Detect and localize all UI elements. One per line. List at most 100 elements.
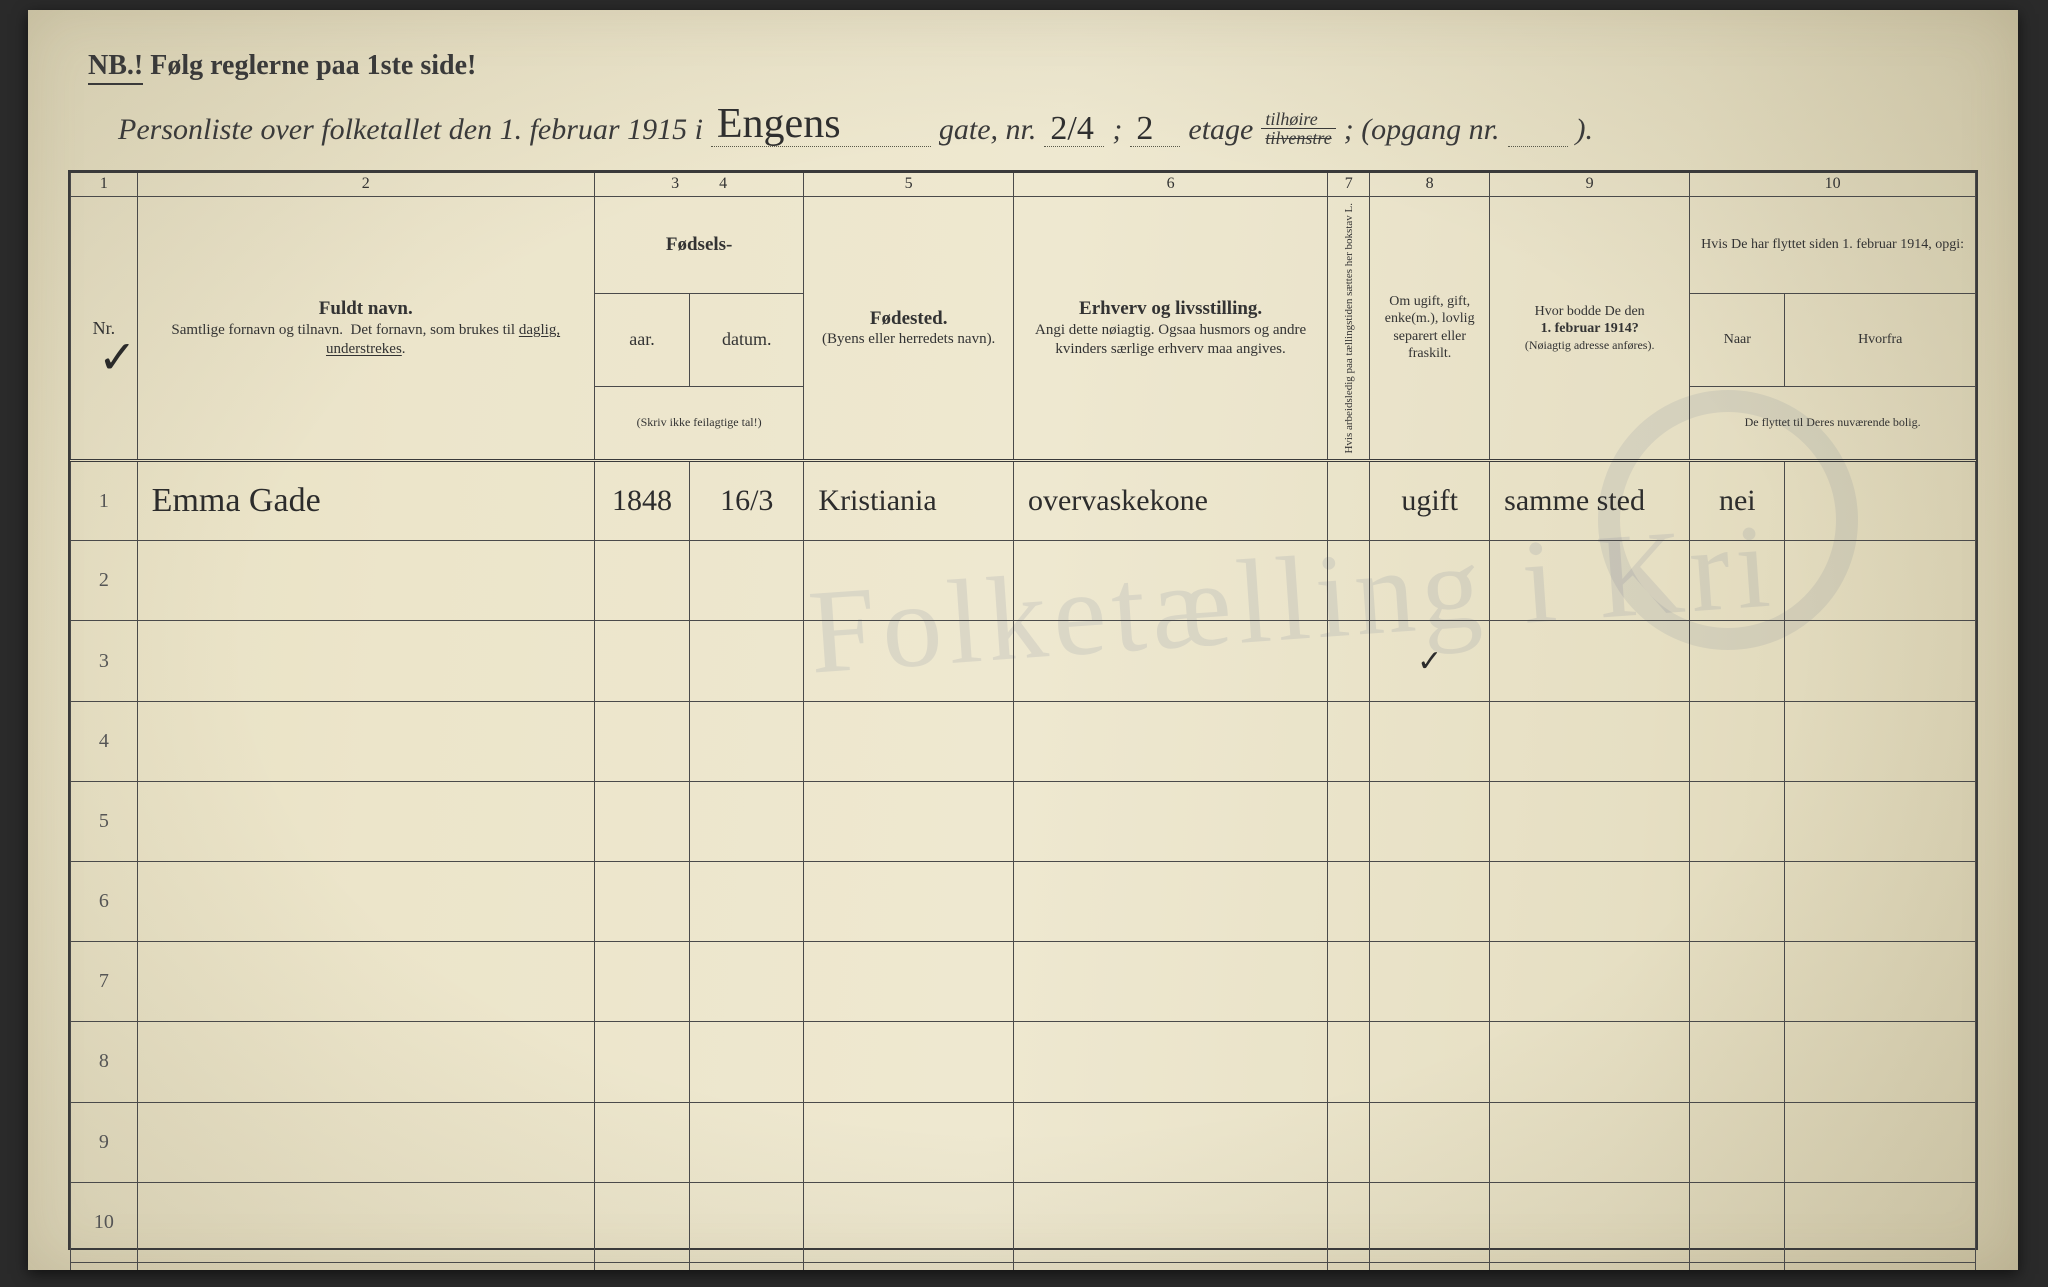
- cell-moved-from: [1785, 1022, 1976, 1102]
- cell-date: 16/3: [690, 461, 804, 541]
- cell-addr1914: [1490, 541, 1690, 621]
- cell-birthplace: [804, 1182, 1014, 1262]
- row1-checkmark: ✓: [98, 330, 137, 384]
- colno-6: 6: [1013, 172, 1327, 196]
- cell-birthplace: [804, 621, 1014, 701]
- cell-moved-when: [1690, 621, 1785, 701]
- cell-unemployed: [1328, 1022, 1370, 1102]
- cell-occupation: [1013, 1022, 1327, 1102]
- hdr-birthplace-title: Fødested.: [810, 307, 1007, 331]
- cell-moved-from: [1785, 1102, 1976, 1182]
- cell-name: [137, 942, 594, 1022]
- cell-year: [594, 1022, 689, 1102]
- cell-marital: [1370, 1102, 1490, 1182]
- colno-7: 7: [1328, 172, 1370, 196]
- cell-nr: 5: [71, 781, 138, 861]
- colno-2: 2: [137, 172, 594, 196]
- opgang-label: ; (opgang nr.: [1344, 113, 1500, 147]
- hdr-unemployed: Hvis arbeidsledig paa tællingstiden sætt…: [1328, 196, 1370, 461]
- colno-5: 5: [804, 172, 1014, 196]
- cell-addr1914: samme sted: [1490, 461, 1690, 541]
- cell-year: 1848: [594, 461, 689, 541]
- hdr-occupation: Erhverv og livsstilling. Angi dette nøia…: [1013, 196, 1327, 461]
- cell-marital: [1370, 1262, 1490, 1270]
- form-title-line: Personliste over folketallet den 1. febr…: [118, 110, 1958, 147]
- hdr-fullname-title: Fuldt navn.: [144, 297, 588, 321]
- hdr-birth: Fødsels-: [594, 196, 804, 293]
- hdr-moved-when: Naar: [1690, 293, 1785, 386]
- hdr-birth-title: Fødsels-: [601, 233, 798, 257]
- cell-name: Emma Gade: [137, 461, 594, 541]
- gate-label: gate, nr.: [939, 113, 1037, 147]
- cell-birthplace: [804, 541, 1014, 621]
- etage-label: etage: [1188, 113, 1253, 147]
- census-table-wrap: 1 2 3 4 5 6 7 8 9 10 Nr. Fuldt navn. Sam…: [68, 170, 1978, 1250]
- cell-birthplace: [804, 861, 1014, 941]
- hdr-moved-sub: De flyttet til Deres nuværende bolig.: [1690, 386, 1976, 460]
- gate-nr-blank: 2/4: [1044, 113, 1104, 147]
- cell-occupation: [1013, 1262, 1327, 1270]
- hdr-birth-date: datum.: [690, 293, 804, 386]
- cell-moved-from: [1785, 942, 1976, 1022]
- cell-moved-when: [1690, 1102, 1785, 1182]
- cell-year: [594, 1182, 689, 1262]
- cell-year: [594, 701, 689, 781]
- cell-unemployed: [1328, 942, 1370, 1022]
- table-row: 7: [71, 942, 1976, 1022]
- hdr-occupation-title: Erhverv og livsstilling.: [1020, 297, 1321, 321]
- table-row: 2: [71, 541, 1976, 621]
- cell-birthplace: [804, 942, 1014, 1022]
- cell-name: [137, 701, 594, 781]
- cell-marital: ✓: [1370, 621, 1490, 701]
- cell-date: [690, 701, 804, 781]
- nb-label: NB.!: [88, 50, 143, 85]
- cell-birthplace: Kristiania: [804, 461, 1014, 541]
- hdr-fullname: Fuldt navn. Samtlige fornavn og tilnavn.…: [137, 196, 594, 461]
- cn3: 3: [671, 175, 679, 192]
- cell-addr1914: [1490, 701, 1690, 781]
- cell-name: [137, 621, 594, 701]
- cell-unemployed: [1328, 1182, 1370, 1262]
- cell-birthplace: [804, 781, 1014, 861]
- census-form-page: Folketælling i Kri NB.! Følg reglerne pa…: [28, 10, 2018, 1270]
- cell-addr1914: [1490, 1262, 1690, 1270]
- cn4: 4: [719, 175, 727, 192]
- etage-blank: 2: [1130, 113, 1180, 147]
- hdr-marital: Om ugift, gift, enke(m.), lovlig separer…: [1370, 196, 1490, 461]
- colno-8: 8: [1370, 172, 1490, 196]
- cell-occupation: [1013, 1182, 1327, 1262]
- cell-unemployed: [1328, 461, 1370, 541]
- cell-name: [137, 1022, 594, 1102]
- cell-moved-from: [1785, 461, 1976, 541]
- header-row-1: Nr. Fuldt navn. Samtlige fornavn og tiln…: [71, 196, 1976, 293]
- cell-birthplace: [804, 701, 1014, 781]
- cell-name: [137, 1262, 594, 1270]
- hdr-birthplace-sub: (Byens eller herredets navn).: [810, 330, 1007, 349]
- cell-unemployed: [1328, 1102, 1370, 1182]
- cell-nr: 1: [71, 461, 138, 541]
- table-row: 3✓: [71, 621, 1976, 701]
- cell-name: [137, 541, 594, 621]
- street-blank: Engens: [711, 113, 931, 147]
- cell-occupation: [1013, 861, 1327, 941]
- cell-moved-when: [1690, 701, 1785, 781]
- table-row: 8: [71, 1022, 1976, 1102]
- cell-addr1914: [1490, 1102, 1690, 1182]
- census-table: 1 2 3 4 5 6 7 8 9 10 Nr. Fuldt navn. Sam…: [70, 171, 1976, 1270]
- cell-moved-when: [1690, 1022, 1785, 1102]
- cell-occupation: [1013, 942, 1327, 1022]
- opgang-blank: [1508, 113, 1568, 147]
- cell-nr: 7: [71, 942, 138, 1022]
- cell-nr: 11: [71, 1262, 138, 1270]
- cell-date: [690, 861, 804, 941]
- hdr-birth-year: aar.: [594, 293, 689, 386]
- cell-moved-from: [1785, 701, 1976, 781]
- cell-nr: 2: [71, 541, 138, 621]
- semicolon-1: ;: [1112, 113, 1122, 147]
- etage-written: 2: [1136, 110, 1153, 148]
- cell-marital: [1370, 701, 1490, 781]
- cell-addr1914: [1490, 621, 1690, 701]
- table-row: 11: [71, 1262, 1976, 1270]
- cell-name: [137, 1182, 594, 1262]
- cell-year: [594, 621, 689, 701]
